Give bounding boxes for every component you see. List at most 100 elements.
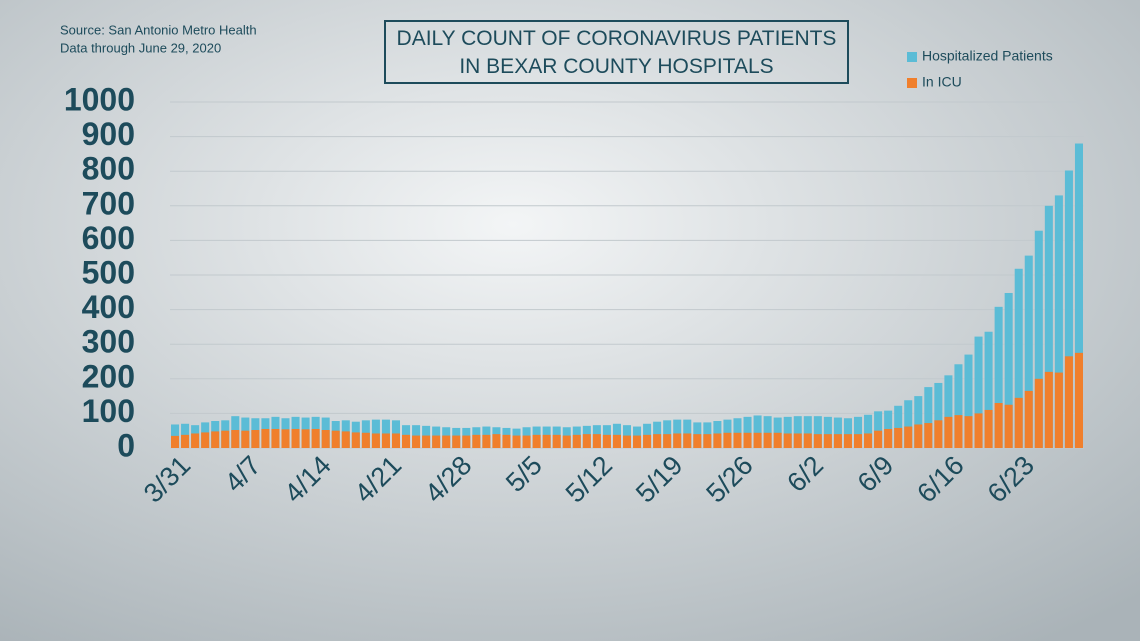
y-tick-label: 500	[82, 254, 135, 290]
bar	[743, 416, 752, 448]
bar	[231, 430, 240, 448]
bar	[703, 434, 712, 448]
bar	[281, 429, 290, 448]
y-tick-label: 800	[82, 151, 135, 187]
chart-title: DAILY COUNT OF CORONAVIRUS PATIENTS IN B…	[396, 27, 837, 78]
title-wrap: DAILY COUNT OF CORONAVIRUS PATIENTS IN B…	[396, 27, 837, 78]
bar	[944, 375, 953, 448]
bar	[472, 434, 481, 448]
bar	[974, 336, 983, 448]
bar	[924, 387, 933, 448]
bar	[321, 430, 330, 448]
bar	[422, 435, 431, 448]
y-tick-label: 600	[82, 220, 135, 256]
y-tick-label: 200	[82, 358, 135, 394]
bar	[934, 382, 943, 448]
bar	[723, 432, 732, 448]
bar	[753, 415, 762, 448]
bar	[592, 434, 601, 448]
bar	[1024, 255, 1033, 448]
bar	[853, 434, 863, 448]
bar	[191, 433, 200, 448]
bar	[181, 434, 190, 448]
bar	[1034, 378, 1043, 448]
bar	[602, 434, 611, 448]
bar	[482, 434, 491, 448]
bar	[653, 434, 662, 448]
bar	[171, 435, 180, 448]
bar	[1014, 397, 1023, 448]
bar	[351, 432, 360, 448]
bar	[843, 418, 852, 448]
bar	[271, 428, 280, 448]
bar	[1004, 404, 1013, 448]
bar	[813, 434, 822, 448]
bar	[924, 423, 933, 448]
bar	[894, 405, 903, 448]
bar	[633, 435, 642, 448]
bar	[1004, 292, 1013, 448]
bar	[763, 432, 772, 448]
bar	[1054, 372, 1063, 448]
bar	[1044, 371, 1053, 448]
y-tick-label: 1000	[64, 81, 135, 117]
bar	[241, 430, 250, 448]
bar	[341, 431, 350, 448]
bar	[683, 433, 692, 448]
bar	[803, 433, 812, 448]
bar	[211, 431, 220, 448]
bar	[1034, 230, 1043, 448]
source: Source: San Antonio Metro Health	[60, 22, 257, 37]
bar	[502, 434, 511, 448]
bar	[522, 435, 531, 448]
bar	[311, 428, 320, 448]
bar	[412, 435, 421, 448]
bar	[773, 432, 782, 448]
bar	[783, 433, 792, 448]
bar	[381, 433, 390, 448]
bar	[984, 409, 993, 448]
bar	[763, 416, 772, 448]
y-tick-label: 900	[82, 116, 135, 152]
bar	[1064, 356, 1073, 448]
bar	[904, 400, 913, 448]
bar	[201, 432, 210, 448]
bar	[462, 435, 471, 448]
y-tick-label: 300	[82, 324, 135, 360]
bar	[803, 416, 812, 448]
bar	[663, 434, 672, 448]
y-tick-label: 700	[82, 185, 135, 221]
bar	[221, 430, 230, 448]
y-tick-label: 100	[82, 393, 135, 429]
bar	[793, 416, 802, 448]
bar	[904, 426, 913, 448]
legend-label: Hospitalized Patients	[922, 48, 1053, 64]
bar	[793, 433, 802, 448]
bar	[713, 433, 722, 448]
bar	[853, 416, 863, 448]
title-box	[384, 20, 849, 84]
bar	[823, 434, 832, 448]
bar	[442, 435, 451, 448]
bar	[783, 416, 792, 448]
bar	[934, 420, 943, 448]
bar	[432, 435, 441, 448]
bar	[843, 434, 852, 448]
bar	[874, 411, 883, 448]
bar	[572, 434, 581, 448]
bar	[251, 430, 260, 448]
bar	[1044, 205, 1053, 448]
bar	[612, 434, 621, 448]
bar	[884, 428, 893, 448]
bar	[562, 435, 571, 448]
legend-label: In ICU	[922, 74, 962, 90]
y-tick-label: 400	[82, 289, 135, 325]
bar	[984, 331, 993, 448]
legend-swatch	[907, 78, 917, 88]
bar	[1024, 390, 1033, 448]
bar	[864, 414, 873, 448]
bar	[1064, 170, 1073, 448]
bar	[1074, 352, 1083, 448]
bar	[361, 432, 370, 448]
